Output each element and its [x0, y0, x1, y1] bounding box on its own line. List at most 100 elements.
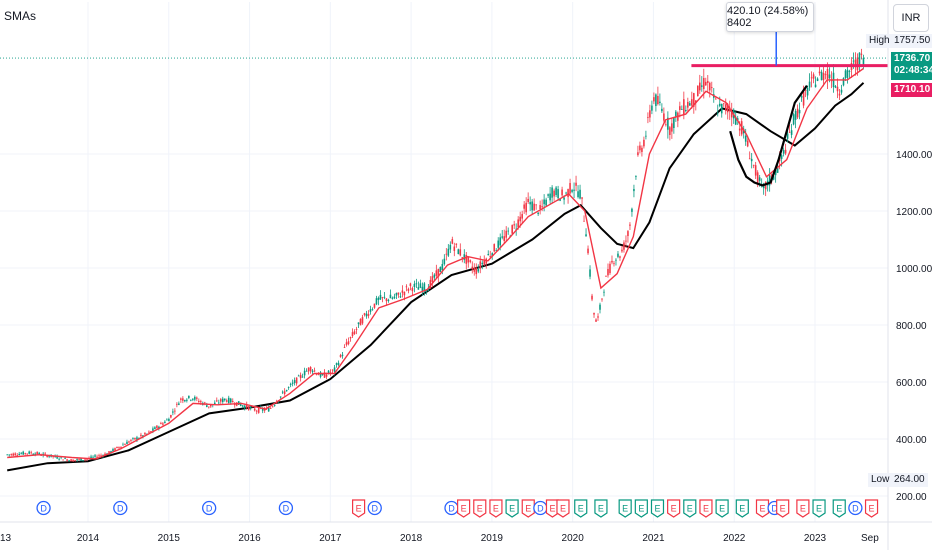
candle-body: [577, 191, 579, 198]
candle-body: [840, 89, 843, 93]
candle-body: [118, 447, 120, 449]
candle-body: [44, 453, 46, 455]
candle-body: [738, 128, 741, 131]
candle-body: [184, 400, 186, 402]
y-tick-label: 1200.00: [896, 207, 932, 218]
candle-body: [148, 431, 150, 433]
candle-body: [122, 444, 124, 446]
candle-body: [411, 288, 414, 292]
candle-body: [808, 81, 811, 88]
candle-body: [744, 135, 747, 142]
candle-body: [204, 402, 206, 404]
candle-body: [802, 91, 805, 106]
candle-body: [413, 283, 416, 288]
candle-body: [293, 380, 296, 383]
earnings-marker: [812, 499, 826, 518]
candle-body: [826, 69, 829, 80]
candle-body: [537, 212, 539, 215]
candle-body: [469, 260, 472, 262]
time-axis[interactable]: 13 2014 2015 2016 2017 2018 2019 2020 2021 2022 20…: [0, 521, 932, 544]
candle-body: [188, 395, 190, 399]
candle-body: [373, 303, 376, 308]
y-tick-label: 600.00: [896, 378, 927, 389]
candle-body: [415, 283, 418, 285]
candle-body: [786, 133, 789, 139]
candle-body: [637, 152, 639, 156]
currency-button[interactable]: INR: [893, 4, 929, 32]
candle-body: [491, 253, 494, 257]
candle-body: [285, 389, 288, 392]
event-label: E: [356, 504, 362, 514]
price-axis[interactable]: 200.00 400.00 600.00 800.00 1000.00 1200.00 14…: [887, 0, 932, 550]
candle-body: [746, 140, 749, 147]
candle-body: [455, 243, 458, 245]
candle-body: [132, 438, 134, 439]
candle-body: [397, 292, 400, 295]
dividend-marker: [113, 500, 128, 516]
candle-body: [479, 261, 482, 269]
candle-body: [639, 145, 641, 151]
candle-body: [521, 214, 523, 219]
candle-body: [820, 71, 823, 81]
candle-body: [405, 286, 408, 288]
candle-body: [269, 408, 272, 409]
earnings-marker: [634, 499, 648, 518]
candle-body: [134, 437, 136, 440]
candle-body: [144, 432, 146, 435]
candle-body: [333, 367, 336, 372]
candle-body: [447, 248, 450, 256]
candle-body: [124, 444, 126, 445]
legend-label[interactable]: SMAs: [4, 9, 37, 23]
event-label: E: [759, 504, 765, 514]
candle-body: [371, 309, 374, 311]
candle-body: [573, 189, 575, 191]
candle-body: [523, 204, 525, 209]
candle-body: [383, 296, 386, 298]
candle-body: [72, 459, 74, 462]
candle-body: [341, 354, 344, 356]
candle-body: [583, 220, 585, 222]
earnings-marker: [650, 499, 665, 518]
candle-body: [575, 182, 577, 186]
candle-body: [433, 274, 436, 278]
candle-body: [750, 158, 753, 162]
candle-body: [862, 57, 865, 67]
candle-body: [457, 249, 460, 254]
y-tick-label: 800.00: [896, 321, 927, 332]
candle-body: [339, 355, 342, 358]
candle-body: [599, 304, 601, 310]
candle-body: [243, 405, 246, 409]
candle-body: [551, 187, 553, 198]
x-tick-label: 2014: [77, 533, 100, 544]
candle-body: [403, 291, 406, 296]
candle-body: [257, 408, 260, 413]
candle-body: [589, 269, 591, 277]
candle-body: [856, 57, 859, 71]
candle-body: [499, 237, 502, 246]
candle-body: [194, 396, 196, 400]
candle-body: [419, 283, 422, 288]
candle-body: [497, 240, 500, 248]
event-label: E: [598, 504, 604, 514]
candle-body: [645, 135, 647, 137]
candle-body: [104, 453, 106, 456]
candle-body: [647, 116, 649, 118]
candle-body: [263, 409, 266, 411]
candle-body: [643, 139, 645, 147]
candle-body: [367, 313, 370, 316]
candle-body: [724, 104, 727, 111]
candle-body: [435, 270, 438, 276]
candle-body: [92, 456, 94, 458]
candle-body: [710, 87, 713, 88]
candle-body: [443, 258, 446, 265]
candle-body: [369, 309, 372, 312]
event-label: D: [372, 504, 379, 514]
candle-body: [714, 98, 717, 100]
candle-body: [507, 230, 509, 232]
candle-body: [505, 230, 507, 238]
candle-body: [609, 263, 611, 274]
candle-body: [571, 190, 573, 192]
candle-body: [178, 403, 180, 405]
earnings-marker: [864, 499, 879, 518]
